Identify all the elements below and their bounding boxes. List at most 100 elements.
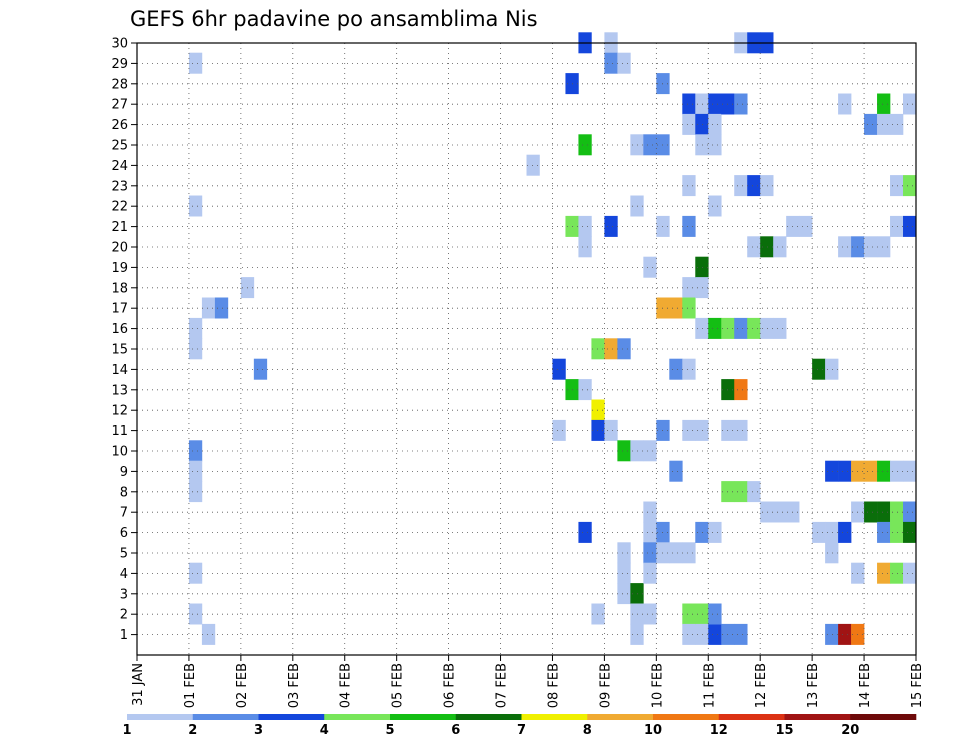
heatmap-cell (617, 583, 631, 605)
heatmap-cell (643, 521, 657, 543)
heatmap-cell (591, 419, 605, 441)
heatmap-cell (617, 562, 631, 584)
colorbar-label: 15 (775, 723, 793, 738)
heatmap-cell (877, 501, 891, 523)
heatmap-cell (695, 521, 709, 543)
heatmap-cell (591, 338, 605, 360)
heatmap-cell (812, 521, 826, 543)
heatmap-cell (825, 460, 839, 482)
heatmap-cell (695, 277, 709, 299)
heatmap-cell (643, 542, 657, 564)
heatmap-cell (734, 481, 748, 503)
heatmap-cell (864, 236, 878, 258)
x-tick-label: 11 FEB (702, 663, 717, 708)
heatmap-cell (877, 460, 891, 482)
colorbar-swatch (455, 714, 522, 720)
heatmap-cell (188, 338, 203, 360)
heatmap-cell (734, 379, 748, 401)
y-tick-label: 28 (111, 77, 128, 92)
heatmap-cell (188, 440, 203, 462)
heatmap-cell (682, 215, 696, 237)
heatmap-cell (825, 542, 839, 564)
heatmap-cell (708, 603, 722, 625)
heatmap-cell (669, 542, 683, 564)
y-tick-label: 5 (120, 547, 128, 562)
heatmap-cell (773, 501, 787, 523)
colorbar-swatch (258, 714, 325, 720)
y-tick-label: 4 (120, 567, 128, 582)
heatmap-cell (552, 419, 566, 441)
grid-lines (136, 42, 917, 655)
heatmap-cell (552, 358, 566, 380)
heatmap-cell (214, 297, 229, 319)
heatmap-cell (890, 113, 904, 135)
colorbar-label: 2 (188, 723, 197, 738)
heatmap-cell (578, 236, 592, 258)
y-tick-label: 27 (111, 98, 128, 113)
y-tick-label: 6 (120, 526, 128, 541)
heatmap-cell (578, 134, 592, 156)
heatmap-cell (903, 521, 917, 543)
colorbar-label: 7 (517, 723, 526, 738)
y-tick-label: 9 (120, 465, 128, 480)
colorbar-swatch (127, 714, 194, 720)
heatmap-cell (890, 460, 904, 482)
heatmap-cell (695, 134, 709, 156)
heatmap-cell (682, 419, 696, 441)
heatmap-cell (578, 215, 592, 237)
heatmap-cell (760, 236, 774, 258)
heatmap-cell (682, 358, 696, 380)
heatmap-cell (188, 562, 203, 584)
heatmap-cell (773, 317, 787, 339)
heatmap-cell (747, 236, 761, 258)
heatmap-cell (643, 440, 657, 462)
y-tick-label: 30 (111, 37, 128, 52)
colorbar-label: 20 (841, 723, 859, 738)
y-tick-label: 14 (111, 363, 128, 378)
colorbar-label: 1 (122, 723, 131, 738)
heatmap-cell (877, 521, 891, 543)
heatmap-cell (890, 175, 904, 197)
heatmap-cell (890, 562, 904, 584)
heatmap-cell (617, 338, 631, 360)
heatmap-cell (760, 501, 774, 523)
colorbar-label: 10 (644, 723, 662, 738)
colorbar-label: 6 (451, 723, 460, 738)
y-tick-label: 8 (120, 485, 128, 500)
colorbar-swatch (718, 714, 785, 720)
heatmap-cell (734, 419, 748, 441)
x-tick-label: 05 FEB (391, 663, 406, 708)
heatmap-cell (799, 215, 813, 237)
heatmap-cell (773, 236, 787, 258)
heatmap-cell (188, 195, 203, 217)
y-tick-label: 19 (111, 261, 128, 276)
heatmap-cell (188, 603, 203, 625)
heatmap-cell (760, 317, 774, 339)
heatmap-cell (617, 52, 631, 74)
heatmap-cell (747, 175, 761, 197)
heatmap-cells (188, 32, 917, 645)
y-tick-label: 1 (120, 628, 128, 643)
y-tick-label: 16 (111, 322, 128, 337)
heatmap-cell (591, 399, 605, 421)
heatmap-cell (747, 317, 761, 339)
heatmap-cell (604, 52, 618, 74)
colorbar-swatch (850, 714, 917, 720)
colorbar-swatch (587, 714, 654, 720)
heatmap-cell (617, 542, 631, 564)
x-tick-label: 09 FEB (598, 663, 613, 708)
heatmap-cell (734, 317, 748, 339)
heatmap-cell (903, 175, 917, 197)
heatmap-cell (578, 379, 592, 401)
heatmap-cell (877, 236, 891, 258)
heatmap-cell (903, 562, 917, 584)
heatmap-cell (708, 623, 722, 645)
x-tick-label: 07 FEB (495, 663, 510, 708)
heatmap-cell (825, 358, 839, 380)
heatmap-cell (604, 419, 618, 441)
heatmap-cell (890, 501, 904, 523)
y-tick-label: 24 (111, 159, 128, 174)
heatmap-cell (877, 93, 891, 115)
heatmap-cell (643, 501, 657, 523)
